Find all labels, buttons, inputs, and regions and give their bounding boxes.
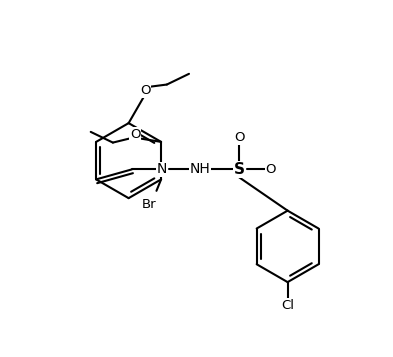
Text: O: O: [265, 163, 276, 176]
Text: O: O: [130, 127, 140, 141]
Text: S: S: [233, 162, 244, 177]
Text: Br: Br: [142, 198, 157, 211]
Text: O: O: [234, 131, 244, 145]
Text: O: O: [140, 85, 151, 97]
Text: Cl: Cl: [281, 299, 294, 312]
Text: NH: NH: [189, 162, 210, 176]
Text: N: N: [157, 162, 167, 176]
